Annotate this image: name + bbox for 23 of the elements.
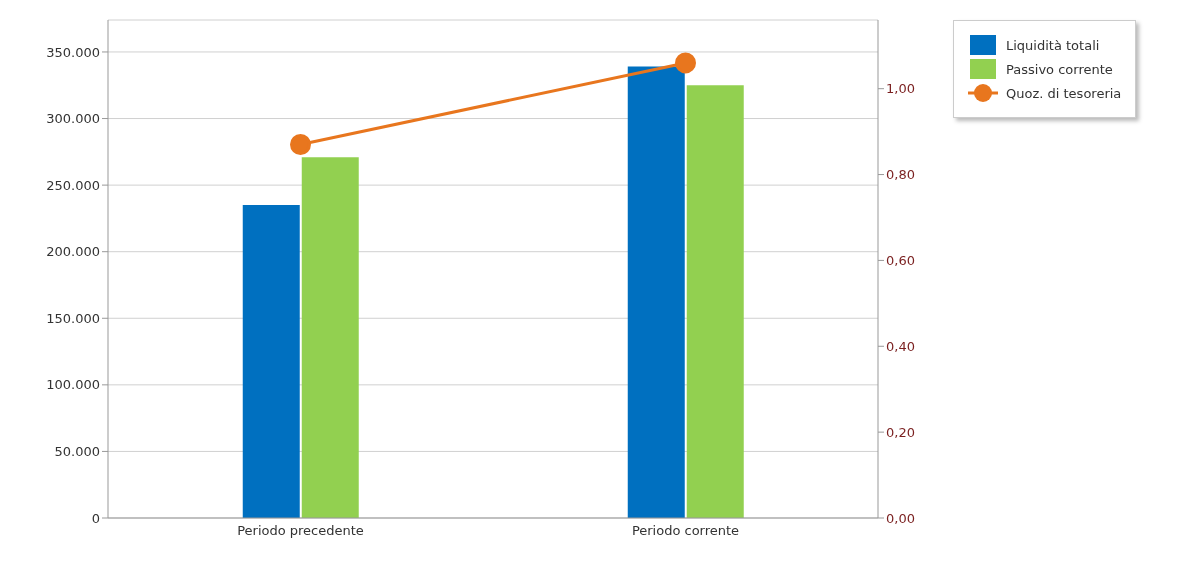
y2-tick-label: 0,60 — [886, 253, 915, 269]
x-tick-label: Periodo precedente — [237, 523, 364, 539]
y-tick-label: 100.000 — [46, 377, 100, 393]
bar — [627, 66, 685, 518]
y-tick-label: 0 — [91, 510, 100, 526]
y-tick-label: 200.000 — [46, 244, 100, 260]
y2-tick-label: 1,00 — [886, 81, 915, 97]
bar — [301, 157, 359, 518]
y-tick-label: 300.000 — [46, 111, 100, 127]
legend-label: Quoz. di tesoreria — [1006, 85, 1122, 101]
bar — [242, 205, 300, 518]
legend-label: Passivo corrente — [1006, 61, 1113, 77]
x-tick-label: Periodo corrente — [631, 523, 740, 539]
y-tick-label: 250.000 — [46, 177, 100, 193]
y2-tick-label: 0,20 — [886, 424, 915, 440]
y-tick-label: 150.000 — [46, 310, 100, 326]
bar — [686, 85, 744, 518]
y2-tick-label: 0,80 — [886, 167, 915, 183]
y-tick-label: 350.000 — [46, 44, 100, 60]
legend-label: Liquidità totali — [1006, 37, 1100, 53]
y-tick-label: 50.000 — [54, 444, 100, 460]
y2-tick-label: 0,00 — [886, 510, 915, 526]
y2-tick-label: 0,40 — [886, 338, 915, 354]
